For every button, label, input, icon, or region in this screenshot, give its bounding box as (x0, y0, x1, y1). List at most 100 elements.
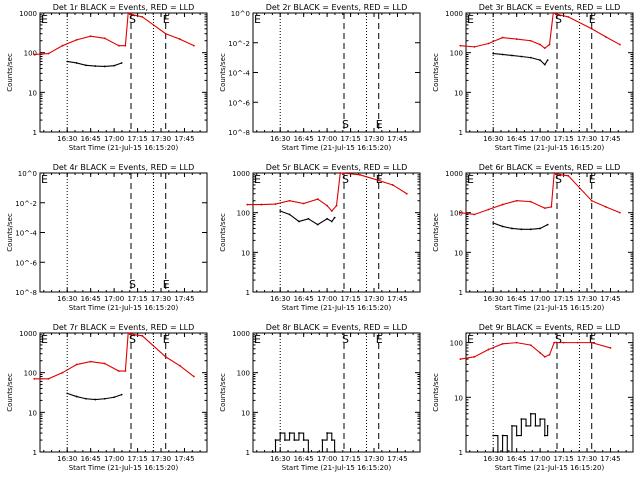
x-axis-label: Start Time (21-Jul-15 16:15:20) (282, 144, 392, 152)
events-series-black-point (113, 396, 116, 399)
lld-series-red-point (590, 27, 593, 30)
events-series-black-point (543, 63, 546, 66)
y-tick-label: 100 (237, 370, 250, 378)
events-series-black-point (113, 64, 116, 67)
chart-panel-p4: Det 4r BLACK = Events, RED = LLD 10^0 10^-… (6, 163, 208, 312)
x-axis-label: Start Time (21-Jul-15 16:15:20) (282, 304, 392, 312)
lld-series-red-point (391, 184, 394, 186)
lld-series-red-point (529, 200, 532, 203)
plot-frame (39, 12, 208, 133)
events-series-black-point (120, 393, 123, 396)
x-tick-label: 17:00 (104, 455, 124, 463)
x-tick-label: 17:30 (151, 455, 171, 463)
events-series-black-point (307, 451, 310, 453)
y-tick-label: 1000 (232, 330, 250, 338)
lld-series-red-point (260, 203, 263, 206)
x-tick-label: 16:45 (294, 455, 314, 463)
lld-series-red-point (103, 362, 106, 365)
chart-panel-p5: Det 5r BLACK = Events, RED = LLD 1 10 100 10… (219, 163, 421, 312)
chart-title: Det 3r BLACK = Events, RED = LLD (479, 3, 621, 12)
y-tick-label: 10 (28, 89, 37, 97)
events-series-black-point (520, 228, 523, 231)
events-series-black-point (103, 397, 106, 400)
events-series-black-point (529, 412, 532, 415)
events-series-black-point (279, 210, 282, 212)
lld-series-red-point (487, 208, 490, 211)
y-axis-label: Counts/sec (219, 53, 227, 92)
y-axis-label: Counts/sec (6, 213, 14, 252)
events-series-black-point (293, 439, 296, 441)
chart-title: Det 8r BLACK = Events, RED = LLD (266, 323, 408, 332)
y-tick-label: 1000 (445, 170, 463, 178)
x-tick-label: 16:30 (483, 455, 503, 463)
x-tick-label: 17:30 (151, 295, 171, 303)
events-series-black-point (288, 213, 291, 216)
lld-series-red-point (61, 44, 64, 47)
x-tick-label: 17:00 (317, 455, 337, 463)
x-tick-label: 17:30 (364, 455, 384, 463)
x-tick-label: 17:45 (600, 295, 620, 303)
x-axis-label: Start Time (21-Jul-15 16:15:20) (495, 464, 605, 472)
y-tick-label: 100 (237, 210, 250, 218)
marker-label-e: E (254, 333, 261, 346)
marker-label-e: E (589, 173, 596, 186)
events-series-black-point (534, 425, 537, 427)
lld-series-red-point (405, 192, 408, 195)
x-tick-label: 16:45 (507, 295, 527, 303)
lld-series-red-point (339, 172, 342, 174)
events-series-black-point (539, 59, 542, 61)
lld-series-red-point (567, 174, 570, 177)
lld-series-red (460, 12, 621, 49)
lld-series-red-point (33, 53, 36, 56)
lld-series-red-point (141, 15, 144, 18)
lld-series-red-point (117, 44, 120, 47)
events-series-black-point (511, 425, 513, 427)
events-series-black-point (94, 65, 97, 67)
events-series-black-point (75, 62, 78, 64)
x-axis-label: Start Time (21-Jul-15 16:15:20) (495, 304, 605, 312)
lld-series-red-point (47, 377, 50, 380)
x-tick-label: 17:45 (174, 455, 194, 463)
lld-series-red-point (192, 375, 195, 378)
x-tick-label: 17:30 (577, 295, 597, 303)
events-series-black-point (501, 53, 504, 56)
x-tick-label: 17:30 (151, 135, 171, 143)
plot-frame (252, 172, 421, 293)
marker-label-e: E (163, 278, 170, 291)
events-series-black-point (321, 439, 324, 441)
lld-series-red (34, 12, 195, 56)
x-tick-label: 17:15 (127, 135, 147, 143)
events-series-black-point (326, 217, 329, 220)
events-series-black-point (298, 220, 300, 223)
lld-series-red-point (459, 44, 462, 47)
y-axis-label: Counts/sec (432, 373, 440, 412)
events-series-black-point (85, 64, 87, 67)
chart-title: Det 1r BLACK = Events, RED = LLD (53, 3, 195, 12)
plot-frame (252, 332, 421, 453)
lld-series-red-point (501, 36, 504, 39)
events-series-black-point (539, 227, 542, 230)
events-series-black-point (274, 439, 277, 441)
x-tick-label: 16:45 (81, 295, 101, 303)
x-tick-label: 17:45 (600, 135, 620, 143)
x-tick-label: 16:30 (270, 295, 290, 303)
chart-panel-p9: Det 9r BLACK = Events, RED = LLD 1 10 100 16… (432, 323, 634, 472)
plot-frame (39, 172, 208, 293)
y-tick-label: 1000 (19, 330, 37, 338)
lld-series-red-point (178, 38, 181, 40)
lld-series-red-point (178, 364, 181, 367)
lld-series-red-point (487, 42, 490, 45)
chart-title: Det 4r BLACK = Events, RED = LLD (53, 163, 195, 172)
x-tick-label: 17:45 (387, 455, 407, 463)
chart-panel-p3: Det 3r BLACK = Events, RED = LLD 1 10 100 10… (432, 3, 634, 152)
plot-frame (252, 12, 421, 133)
lld-series-red-point (33, 377, 36, 380)
lld-series-red-point (89, 35, 92, 38)
x-tick-label: 16:30 (270, 455, 290, 463)
x-tick-label: 16:45 (81, 455, 101, 463)
marker-label-e: E (376, 118, 383, 131)
lld-series-red-point (553, 172, 556, 174)
events-series-black-point (307, 217, 310, 220)
events-series-black-point (492, 222, 495, 224)
